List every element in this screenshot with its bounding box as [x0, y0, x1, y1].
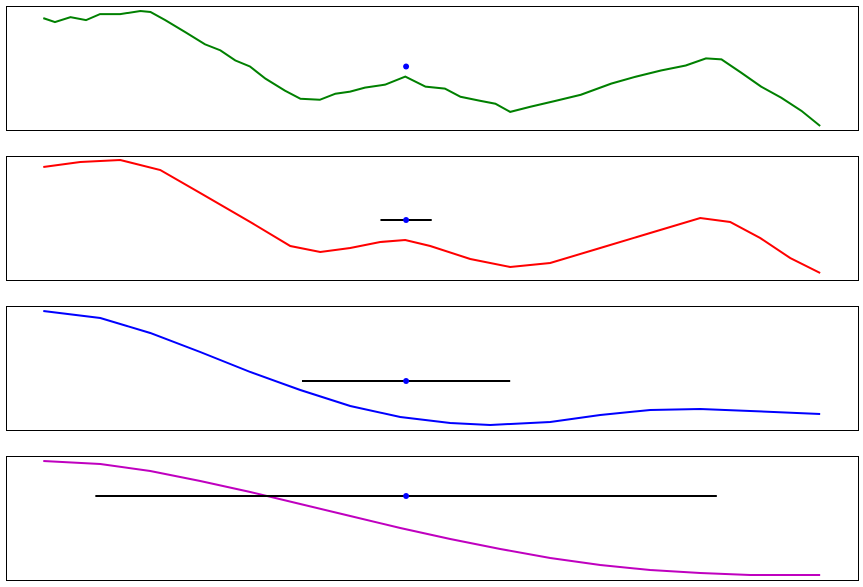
data-line: [43, 310, 821, 427]
data-point: [403, 493, 410, 499]
data-line: [43, 158, 821, 274]
plot-frame: [6, 6, 859, 131]
data-line: [43, 460, 821, 576]
plot-frame: [6, 306, 859, 431]
data-point: [403, 378, 410, 384]
plot-frame: [6, 456, 859, 581]
plot-frame: [6, 156, 859, 281]
data-line: [42, 9, 821, 127]
data-point: [403, 217, 410, 223]
data-point: [403, 63, 410, 70]
